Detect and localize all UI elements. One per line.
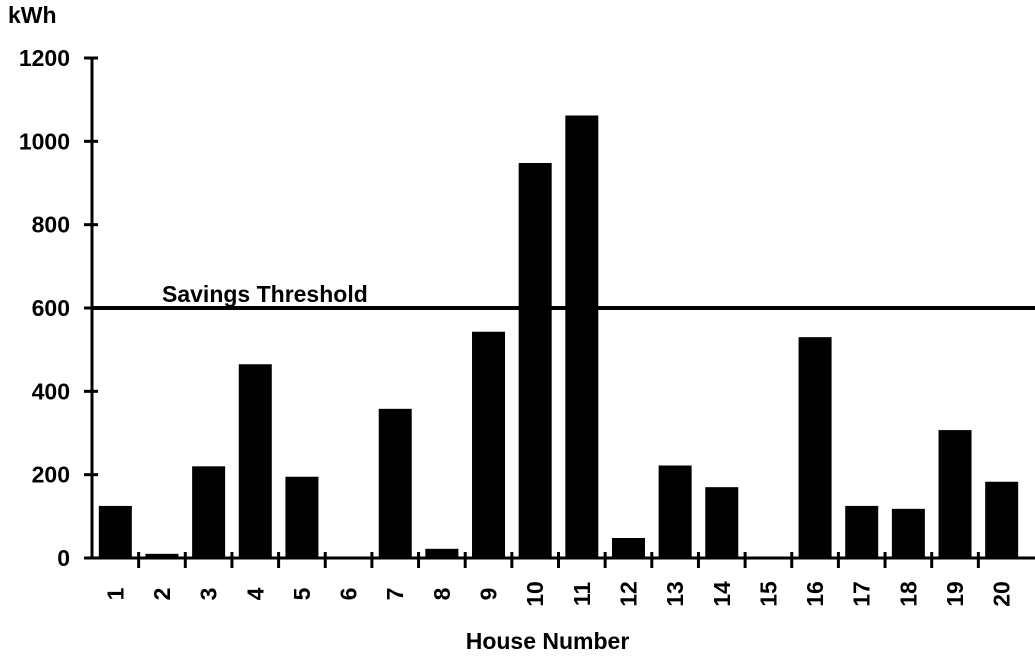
savings-threshold-label: Savings Threshold (162, 281, 368, 307)
x-tick-label: 7 (382, 588, 408, 601)
bar (285, 476, 319, 558)
threshold-line-group: Savings Threshold (92, 281, 1035, 310)
y-tick-label: 0 (57, 545, 70, 571)
y-tick-label: 1200 (19, 45, 70, 71)
bar (145, 553, 179, 558)
x-tick-label: 10 (522, 581, 548, 607)
bar (98, 505, 132, 558)
x-tick-label: 1 (102, 587, 128, 600)
bar (378, 408, 412, 558)
x-tick-label: 15 (755, 581, 781, 607)
bar (611, 538, 645, 558)
y-tick-label: 200 (32, 462, 70, 488)
x-tick-label: 13 (662, 581, 688, 607)
y-tick-label: 800 (32, 212, 70, 238)
x-tick-label: 14 (709, 581, 735, 607)
x-tick-label: 19 (942, 581, 968, 607)
x-axis-label: House Number (465, 628, 630, 654)
y-tick-label: 1000 (19, 128, 70, 154)
bar (845, 505, 879, 558)
x-tick-label: 9 (476, 588, 502, 601)
bar (192, 466, 226, 558)
x-tick-label: 5 (289, 587, 315, 600)
y-tick-label: 600 (32, 295, 70, 321)
bar (238, 364, 272, 558)
x-tick-label: 17 (849, 581, 875, 607)
x-tick-label: 8 (429, 587, 455, 600)
x-tick-label: 3 (196, 588, 222, 601)
x-tick-label: 16 (802, 581, 828, 607)
x-tick-label: 12 (615, 581, 641, 607)
x-tick-label: 2 (149, 588, 175, 601)
x-tick-label: 20 (989, 581, 1015, 607)
bar (565, 115, 599, 558)
bar (658, 465, 692, 558)
bar (332, 557, 366, 558)
x-tick-label: 4 (242, 587, 268, 600)
bar (798, 337, 832, 558)
bars (98, 115, 1019, 558)
bar (751, 556, 785, 558)
bar (425, 548, 459, 558)
bar (891, 508, 925, 558)
bar (518, 163, 552, 558)
bar (705, 487, 739, 558)
x-tick-label: 18 (895, 581, 921, 607)
x-tick-label: 6 (336, 588, 362, 601)
bar (985, 481, 1019, 558)
y-tick-label: 400 (32, 378, 70, 404)
y-axis-label: kWh (8, 2, 57, 28)
bar (472, 331, 506, 558)
x-tick-label: 11 (569, 582, 595, 607)
bar (938, 430, 972, 558)
